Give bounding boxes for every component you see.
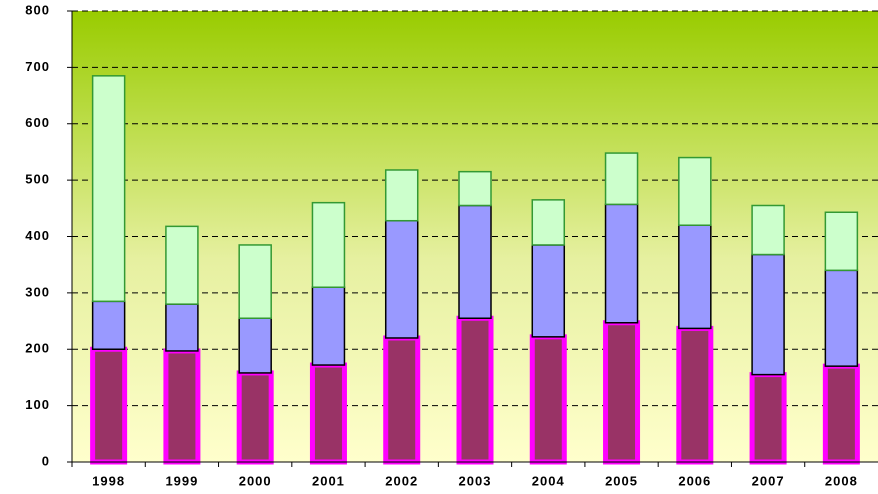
bar-segment [458,204,492,319]
y-tick-label: 0 [42,453,50,468]
bar-segment [91,300,126,350]
y-tick-label: 600 [25,115,50,130]
bar-segment [311,201,346,288]
bar-segment [311,286,346,366]
bar-segment [678,224,712,330]
bar-segment [529,334,567,465]
x-tick-label: 2002 [385,473,418,488]
bar-segment [90,346,128,465]
bar-segment [531,244,566,338]
y-tick-label: 300 [25,284,50,299]
bar-segment [458,170,492,207]
bar-segment [749,372,787,465]
bar-segment [456,315,494,465]
y-tick-label: 100 [25,397,50,412]
bar-segment [91,75,126,303]
bar-segment [163,348,201,465]
bar-segment [822,363,860,465]
x-tick-label: 2008 [825,473,858,488]
bar-segment [165,303,199,352]
bar-segment [309,362,347,465]
bar-segment [384,219,419,339]
bar-segment [751,253,785,376]
bar-segment [531,199,566,246]
x-tick-label: 2004 [532,473,565,488]
y-tick-label: 700 [25,59,50,74]
bar-segment [604,203,639,324]
bar-segment [678,156,712,226]
bar-segment [238,317,272,374]
bar-segment [384,169,419,222]
bar-segment [824,211,859,272]
bar-segment [165,225,199,305]
bar-segment [604,152,639,206]
x-tick-label: 1998 [92,473,125,488]
y-tick-label: 200 [25,341,50,356]
x-tick-label: 2006 [678,473,711,488]
x-tick-label: 2000 [239,473,272,488]
bar-segment [676,325,714,465]
bar-segment [236,370,274,465]
bar-segment [383,335,421,465]
y-tick-label: 500 [25,172,50,187]
x-tick-label: 2007 [752,473,785,488]
bar-segment [751,204,785,256]
bar-segment [603,320,641,465]
y-tick-label: 800 [25,2,50,17]
x-tick-label: 2005 [605,473,638,488]
x-tick-label: 1999 [165,473,198,488]
bar-segment [238,244,272,319]
y-tick-label: 400 [25,228,50,243]
bar-segment [824,269,859,367]
x-tick-label: 2001 [312,473,345,488]
x-tick-label: 2003 [459,473,492,488]
